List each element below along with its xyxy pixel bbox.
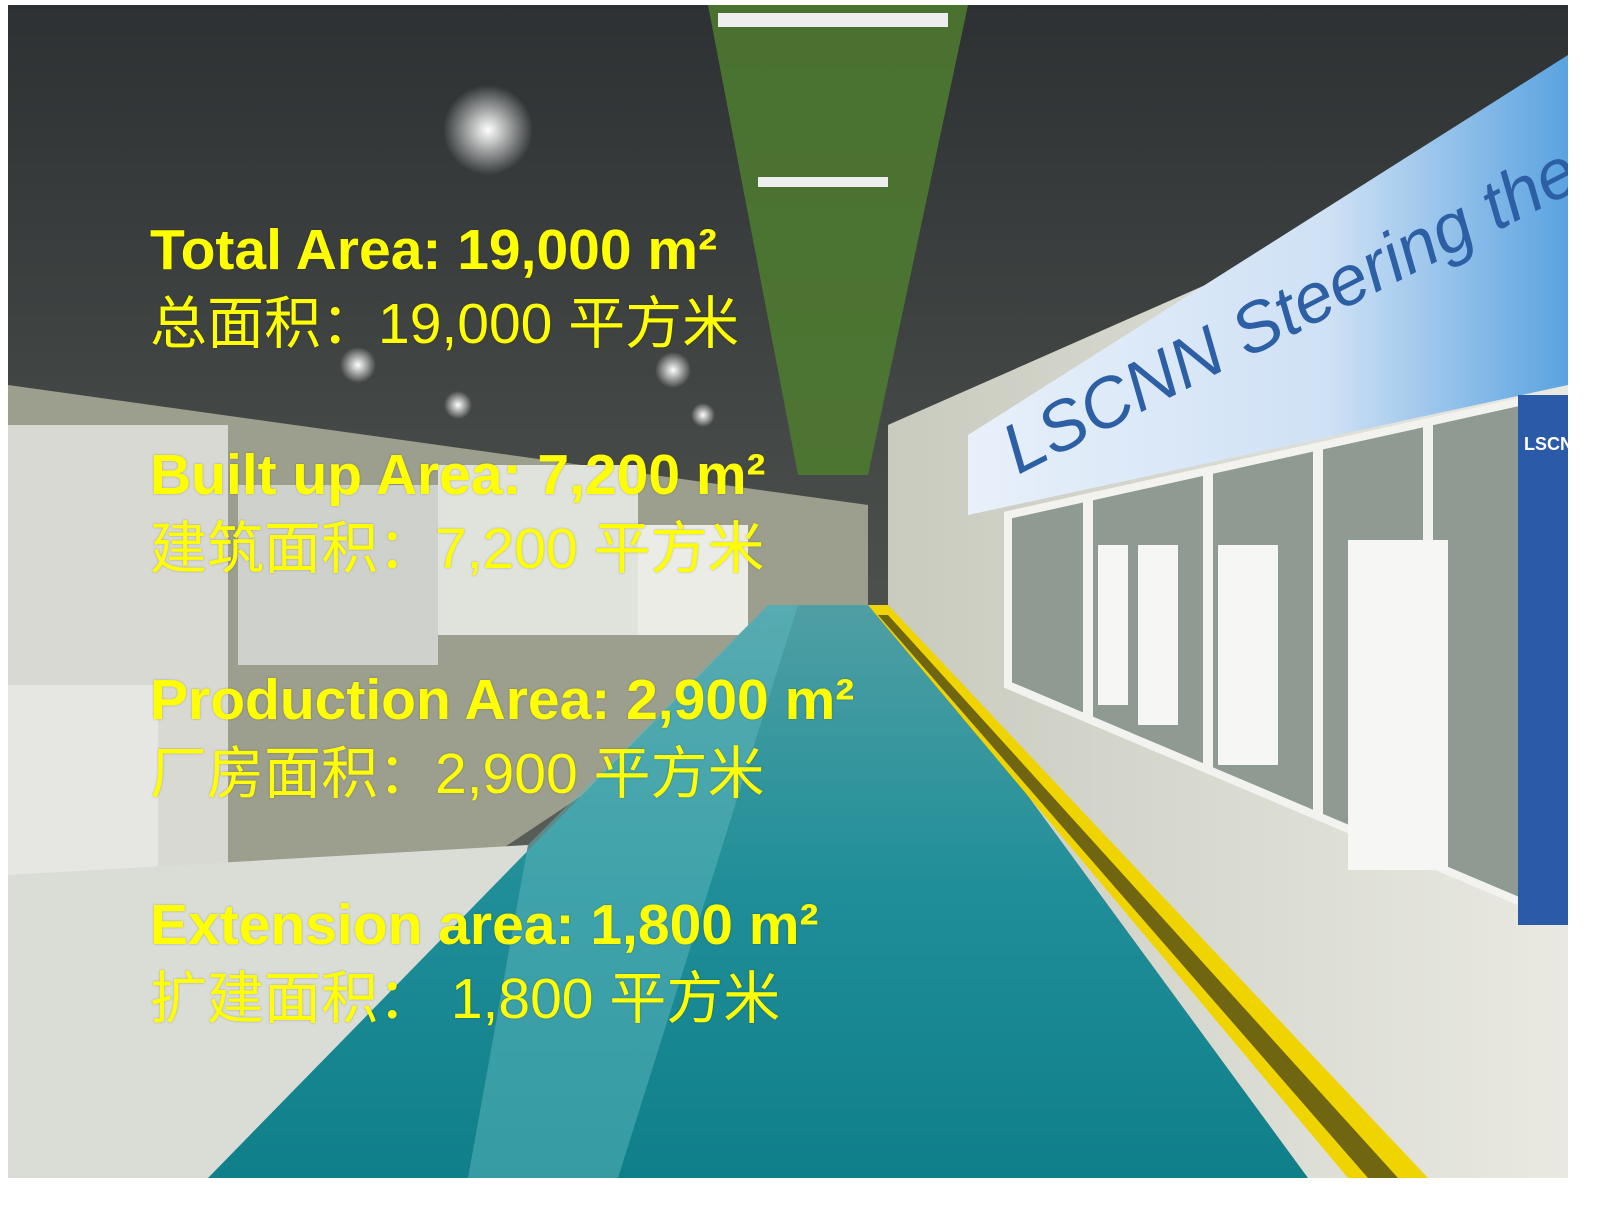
area-english: Total Area: 19,000 m² — [150, 218, 718, 282]
area-english: Production Area: 2,900 m² — [150, 668, 855, 732]
area-chinese: 扩建面积： 1,800 平方米 — [150, 967, 781, 1031]
area-chinese: 总面积：19,000 平方米 — [150, 292, 740, 356]
area-item: Total Area: 19,000 m² 总面积：19,000 平方米 — [150, 222, 739, 353]
area-english: Extension area: 1,800 m² — [150, 893, 819, 957]
factory-photo: LSCNN Steering the Right W LSCNN — [8, 5, 1568, 1178]
area-item: Extension area: 1,800 m² 扩建面积： 1,800 平方米 — [150, 897, 818, 1028]
area-chinese: 厂房面积：2,900 平方米 — [150, 742, 765, 806]
area-english: Built up Area: 7,200 m² — [150, 443, 766, 507]
area-item: Built up Area: 7,200 m² 建筑面积：7,200 平方米 — [150, 447, 766, 578]
area-item: Production Area: 2,900 m² 厂房面积：2,900 平方米 — [150, 672, 854, 803]
area-chinese: 建筑面积：7,200 平方米 — [150, 517, 765, 581]
sign-text: LSCNN — [1524, 434, 1568, 454]
